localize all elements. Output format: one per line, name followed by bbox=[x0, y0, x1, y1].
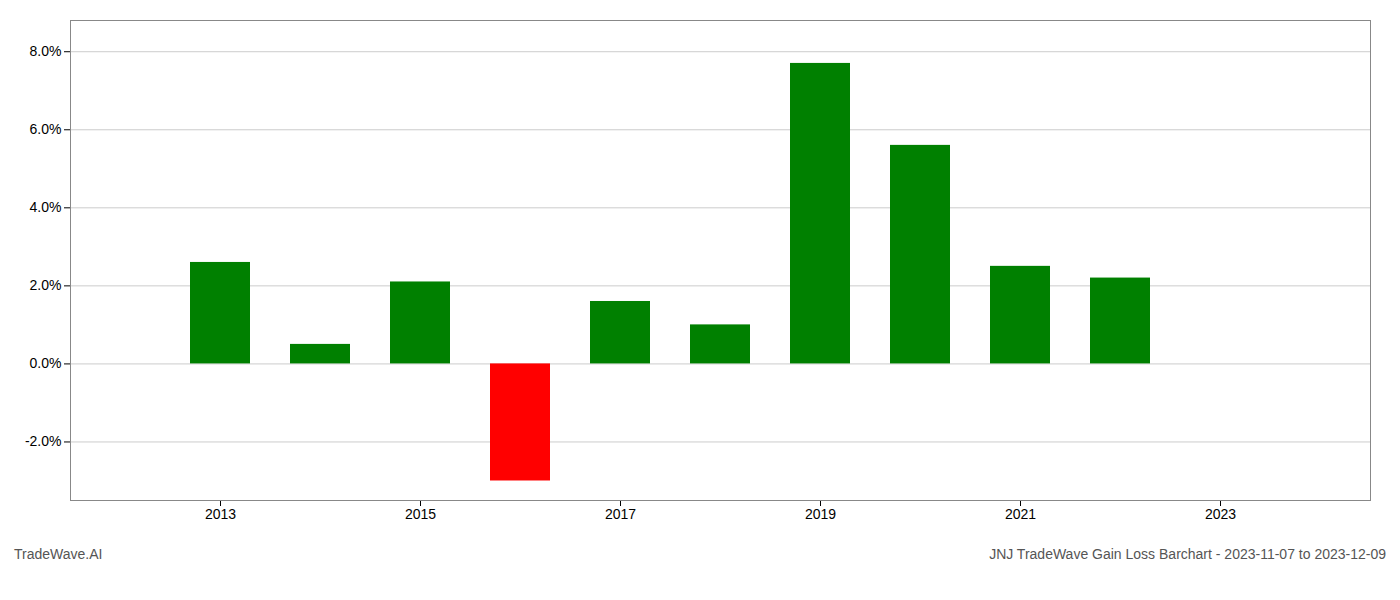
svg-text:4.0%: 4.0% bbox=[30, 199, 62, 215]
html-text:JNJ TradeWave Gain Loss Barcha: JNJ TradeWave Gain Loss Barchart - 2023-… bbox=[989, 546, 1386, 562]
svg-text:2017: 2017 bbox=[605, 506, 636, 522]
svg-text:2015: 2015 bbox=[405, 506, 436, 522]
svg-text:2023: 2023 bbox=[1205, 506, 1236, 522]
svg-text:0.0%: 0.0% bbox=[30, 355, 62, 371]
svg-text:-2.0%: -2.0% bbox=[25, 433, 62, 449]
svg-text:2013: 2013 bbox=[205, 506, 236, 522]
svg-text:6.0%: 6.0% bbox=[30, 121, 62, 137]
svg-text:2019: 2019 bbox=[805, 506, 836, 522]
html-text:TradeWave.AI: TradeWave.AI bbox=[14, 546, 103, 562]
svg-text:2021: 2021 bbox=[1005, 506, 1036, 522]
svg-text:2.0%: 2.0% bbox=[30, 277, 62, 293]
svg-text:8.0%: 8.0% bbox=[30, 43, 62, 59]
